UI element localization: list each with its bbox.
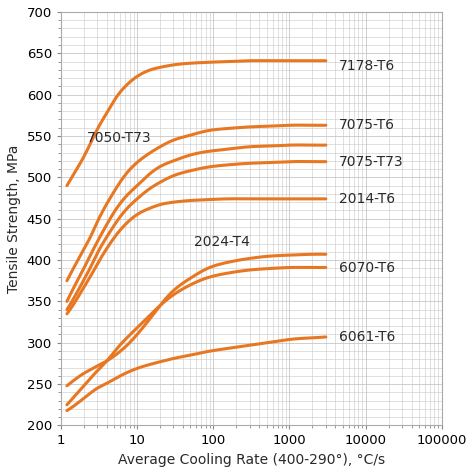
Text: 6070-T6: 6070-T6 xyxy=(339,261,395,274)
Text: 7075-T73: 7075-T73 xyxy=(339,155,404,169)
Y-axis label: Tensile Strength, MPa: Tensile Strength, MPa xyxy=(7,145,21,293)
Text: 2014-T6: 2014-T6 xyxy=(339,192,395,206)
Text: 7075-T6: 7075-T6 xyxy=(339,118,395,132)
Text: 7178-T6: 7178-T6 xyxy=(339,59,395,73)
Text: 7050-T73: 7050-T73 xyxy=(87,131,152,145)
Text: 6061-T6: 6061-T6 xyxy=(339,330,396,344)
Text: 2024-T4: 2024-T4 xyxy=(193,235,249,249)
X-axis label: Average Cooling Rate (400-290°), °C/s: Average Cooling Rate (400-290°), °C/s xyxy=(118,453,385,467)
